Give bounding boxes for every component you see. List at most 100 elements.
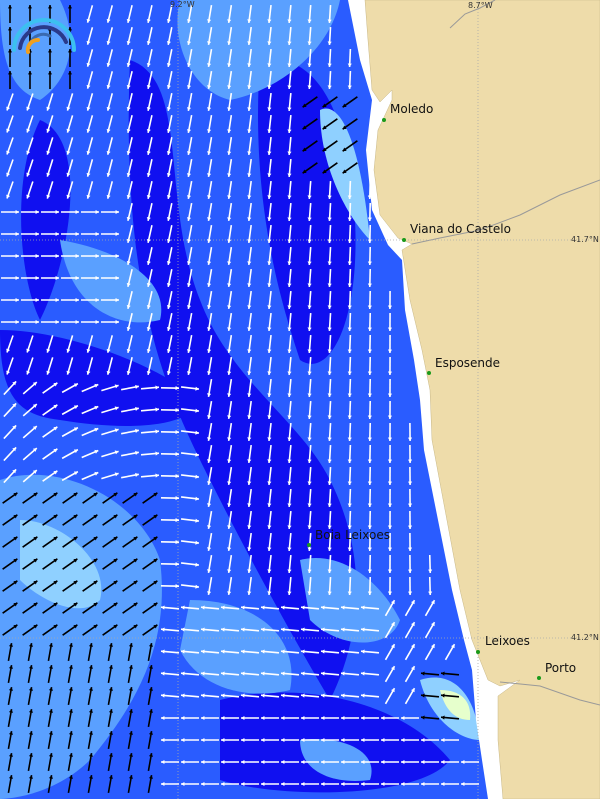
wave-arrow-head: [8, 753, 13, 757]
wave-arrow-head: [307, 85, 312, 89]
wave-arrow-head: [367, 305, 372, 309]
wave-arrow-head: [86, 370, 91, 375]
wave-arrow-head: [307, 437, 312, 441]
wave-arrow-head: [342, 147, 347, 152]
wave-arrow-head: [241, 671, 245, 676]
wave-arrow-head: [287, 41, 292, 45]
wave-arrow-head: [207, 107, 212, 111]
wave-arrow-head: [341, 693, 345, 698]
wave-arrow-head: [407, 547, 413, 551]
wave-arrow-head: [207, 349, 212, 353]
wave-arrow-head: [241, 627, 245, 632]
wave-arrow-head: [307, 261, 312, 265]
wave-arrow-head: [126, 260, 131, 265]
wave-arrow-head: [68, 731, 73, 735]
wave-arrow-head: [86, 106, 91, 111]
wave-arrow-head: [166, 195, 171, 199]
wave-arrow-head: [287, 591, 292, 595]
wave-arrow-head: [207, 63, 212, 67]
wave-arrow-head: [322, 147, 327, 152]
wave-arrow-head: [287, 63, 292, 67]
wave-arrow-head: [287, 129, 292, 133]
place-marker[interactable]: [427, 371, 431, 375]
wave-arrow-head: [53, 426, 58, 431]
wave-arrow-head: [441, 693, 445, 698]
wave-arrow-head: [12, 469, 17, 474]
wave-arrow-head: [175, 474, 179, 479]
wave-arrow-head: [321, 715, 325, 721]
wave-arrow-head: [94, 471, 99, 476]
wave-arrow-head: [302, 169, 307, 174]
wave-arrow-head: [407, 437, 413, 441]
wave-arrow-head: [227, 305, 232, 309]
wave-arrow-head: [166, 63, 171, 67]
wave-arrow-head: [67, 27, 73, 31]
wave-arrow-head: [146, 304, 151, 309]
wave-arrow-head: [73, 492, 78, 497]
place-marker[interactable]: [476, 650, 480, 654]
wave-arrow-head: [281, 715, 285, 721]
place-marker[interactable]: [537, 676, 541, 680]
wave-arrow-head: [347, 349, 352, 353]
wave-arrow-head: [186, 305, 192, 309]
lon-label-right: 8.7°W: [468, 1, 493, 10]
wave-arrow-head: [307, 195, 312, 199]
wave-arrow-head: [113, 602, 118, 607]
wave-arrow-head: [114, 450, 119, 455]
wave-arrow-head: [146, 282, 151, 287]
wave-arrow-head: [347, 415, 352, 419]
place-marker[interactable]: [307, 543, 311, 547]
wave-arrow-head: [155, 429, 159, 434]
wave-arrow-head: [421, 759, 425, 765]
wave-arrow-head: [327, 371, 332, 375]
place-label-porto[interactable]: Porto: [545, 661, 577, 675]
wave-arrow-head: [114, 384, 119, 389]
place-marker[interactable]: [402, 238, 406, 242]
wave-arrow-head: [186, 151, 192, 155]
wave-arrow-head: [146, 194, 151, 199]
wave-arrow-head: [68, 753, 73, 757]
wave-arrow-head: [241, 715, 245, 721]
wave-arrow-head: [287, 459, 292, 463]
wave-arrow-head: [327, 19, 332, 23]
wave-arrow-head: [114, 428, 119, 433]
wave-arrow-head: [53, 536, 58, 541]
wave-arrow-head: [307, 591, 312, 595]
wave-arrow-head: [347, 239, 352, 243]
place-label-esposende[interactable]: Esposende: [435, 356, 501, 370]
wave-arrow-head: [73, 405, 78, 410]
place-label-boia-leixoes[interactable]: Boia Leixoes: [315, 528, 390, 542]
place-label-viana-do-castelo[interactable]: Viana do Castelo: [410, 222, 511, 236]
wave-arrow-head: [207, 151, 212, 155]
wave-arrow-head: [108, 775, 113, 779]
wave-arrow-head: [267, 371, 272, 375]
wave-arrow-head: [55, 209, 59, 215]
wave-arrow-head: [53, 382, 58, 387]
place-label-moledo[interactable]: Moledo: [390, 102, 434, 116]
wave-arrow-head: [327, 503, 332, 507]
wave-arrow-head: [322, 103, 327, 108]
wave-arrow-head: [166, 129, 171, 133]
wave-arrow-head: [88, 709, 93, 713]
wave-arrow-head: [73, 427, 78, 432]
wave-arrow-head: [287, 217, 292, 221]
wave-arrow-head: [307, 393, 312, 397]
wave-arrow-head: [227, 349, 232, 353]
wave-arrow-head: [93, 514, 98, 519]
wave-arrow-head: [247, 41, 252, 45]
wave-arrow-head: [95, 297, 99, 303]
place-marker[interactable]: [382, 118, 386, 122]
wave-arrow-head: [227, 393, 232, 397]
wave-arrow-head: [441, 737, 445, 743]
wave-arrow-head: [6, 172, 11, 177]
wave-arrow-head: [367, 459, 372, 463]
wave-arrow-head: [195, 518, 199, 523]
wave-arrow-head: [95, 209, 99, 215]
place-label-leixoes[interactable]: Leixoes: [485, 634, 530, 648]
wave-arrow-head: [287, 305, 292, 309]
wave-arrow-head: [287, 415, 292, 419]
wave-arrow-head: [186, 217, 192, 221]
wave-arrow-head: [15, 297, 19, 303]
wave-arrow-head: [391, 644, 395, 649]
